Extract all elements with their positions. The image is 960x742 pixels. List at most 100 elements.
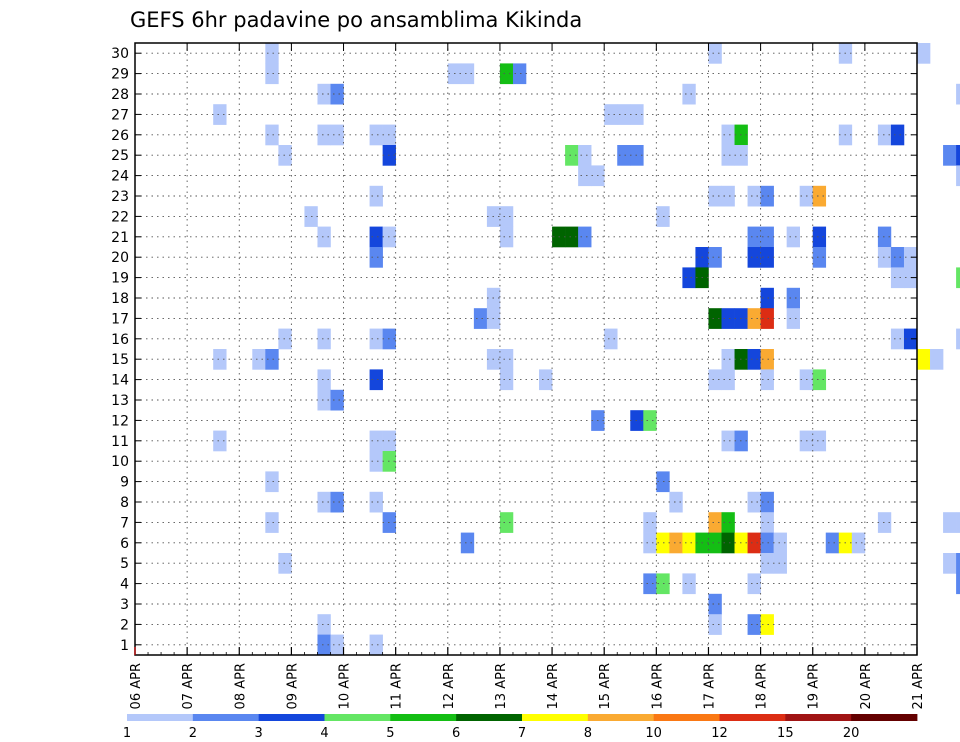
y-tick-label: 30 xyxy=(111,46,129,62)
precip-cell xyxy=(721,349,735,370)
colorbar-segment xyxy=(522,714,589,721)
precip-cell xyxy=(265,512,279,533)
precip-cell xyxy=(747,349,761,370)
precip-cell xyxy=(721,185,735,207)
precip-cell xyxy=(943,553,957,574)
y-tick-label: 21 xyxy=(111,230,129,246)
precip-cell xyxy=(890,328,905,350)
colorbar-segment xyxy=(785,714,852,721)
precip-cell xyxy=(760,287,774,309)
precip-cell xyxy=(330,124,344,146)
precip-cell xyxy=(721,145,735,166)
precip-cell xyxy=(956,267,960,289)
precip-cell xyxy=(682,267,696,289)
y-tick-label: 15 xyxy=(111,352,129,368)
x-tick-label: 12 APR xyxy=(442,663,457,709)
precip-cell xyxy=(851,532,866,554)
precip-cell xyxy=(708,369,722,391)
precip-cell xyxy=(956,328,960,350)
chart-title: GEFS 6hr padavine po ansamblima Kikinda xyxy=(130,8,582,32)
precip-cell xyxy=(656,206,670,227)
precip-cell xyxy=(708,247,722,268)
x-tick-label: 21 APR xyxy=(911,663,926,709)
precip-cell xyxy=(747,247,761,268)
precip-cell xyxy=(565,145,579,166)
precip-cell xyxy=(721,308,735,329)
precip-cell xyxy=(721,512,735,533)
precip-cell xyxy=(369,430,383,452)
colorbar-segment xyxy=(851,714,918,721)
precip-cell xyxy=(917,43,931,64)
precip-cell xyxy=(747,308,761,329)
precip-cell xyxy=(617,104,631,125)
precip-cell xyxy=(760,349,774,370)
y-tick-label: 25 xyxy=(111,148,129,164)
precip-cell xyxy=(890,124,905,146)
precip-cell xyxy=(473,308,488,329)
precip-cell xyxy=(369,451,383,472)
colorbar-segment xyxy=(390,714,457,721)
precip-cell xyxy=(656,532,670,554)
precip-cell xyxy=(721,124,735,146)
precip-cell xyxy=(760,226,774,248)
y-tick-label: 7 xyxy=(120,515,129,531)
precip-cell xyxy=(578,226,592,248)
precip-cell xyxy=(760,614,774,635)
precip-cell xyxy=(252,349,266,370)
colorbar-segment xyxy=(127,714,194,721)
precip-cell xyxy=(682,532,696,554)
colorbar-segment xyxy=(653,714,720,721)
precip-cell xyxy=(877,124,892,146)
precip-cell xyxy=(773,553,787,574)
precip-cell xyxy=(330,83,344,105)
precip-cell xyxy=(499,206,514,227)
precip-cell xyxy=(330,634,344,656)
precip-cell xyxy=(786,308,800,329)
precip-cell xyxy=(499,512,514,533)
precip-cell xyxy=(369,369,383,391)
y-tick-label: 14 xyxy=(111,373,129,389)
colorbar-label: 8 xyxy=(584,726,592,741)
precip-cell xyxy=(747,185,761,207)
precip-cell xyxy=(617,145,631,166)
precip-cell xyxy=(747,614,761,635)
precip-cell xyxy=(565,226,579,248)
precip-cell xyxy=(708,532,722,554)
x-tick-label: 08 APR xyxy=(233,663,248,709)
precip-cell xyxy=(213,349,227,370)
precip-cell xyxy=(317,389,331,411)
x-tick-label: 16 APR xyxy=(650,663,665,709)
y-tick-label: 29 xyxy=(111,67,129,83)
colorbar-segment xyxy=(456,714,523,721)
precip-cell xyxy=(786,226,800,248)
precip-cell xyxy=(956,83,960,105)
precip-cell xyxy=(460,532,475,554)
precip-cell xyxy=(747,226,761,248)
precip-cell xyxy=(877,512,892,533)
precip-cell xyxy=(317,83,331,105)
precip-cell xyxy=(643,410,657,431)
precip-cell xyxy=(943,145,957,166)
x-tick-label: 20 APR xyxy=(859,663,874,709)
precip-cell xyxy=(369,491,383,513)
colorbar-label: 7 xyxy=(518,726,526,741)
precip-cell xyxy=(499,63,514,85)
dotted-grid xyxy=(135,43,917,655)
precip-cell xyxy=(956,165,960,187)
colorbar-label: 4 xyxy=(320,726,328,741)
x-tick-label: 15 APR xyxy=(598,663,613,709)
precip-cell xyxy=(317,491,331,513)
precip-cell xyxy=(760,308,774,329)
precip-cell xyxy=(330,389,344,411)
precip-cell xyxy=(278,328,292,350)
precip-cell xyxy=(643,532,657,554)
x-tick-label: 17 APR xyxy=(702,663,717,709)
y-tick-label: 26 xyxy=(111,128,129,144)
precip-cell xyxy=(747,532,761,554)
y-tick-label: 11 xyxy=(111,434,129,450)
y-axis: 1234567891011121314151617181920212223242… xyxy=(111,46,917,654)
precip-cell xyxy=(956,553,960,574)
colorbar-label: 20 xyxy=(843,726,860,741)
precip-cell xyxy=(317,614,331,635)
